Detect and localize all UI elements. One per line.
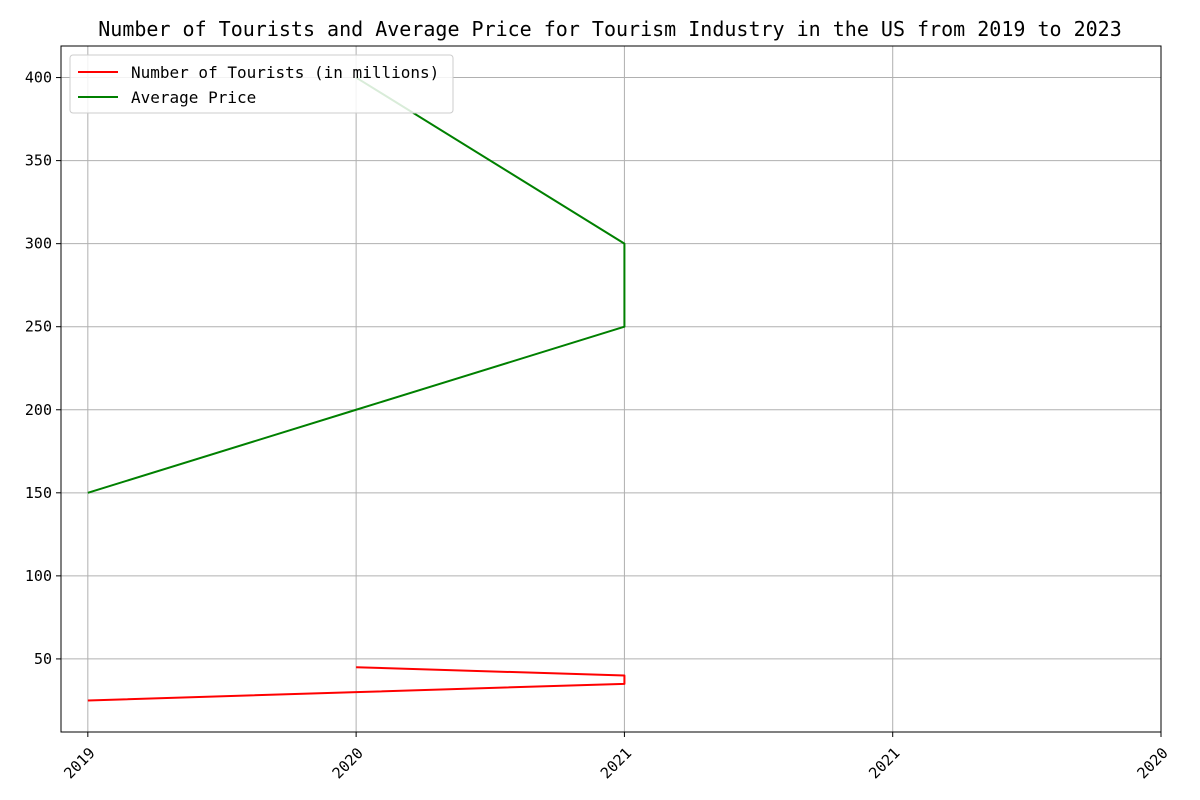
x-tick-label: 2020 [329, 744, 367, 782]
x-tick-label: 2021 [597, 744, 635, 782]
legend-box [69, 54, 454, 114]
legend: Number of Tourists (in millions) Average… [69, 54, 454, 114]
y-tick-label: 200 [25, 401, 52, 419]
grid [61, 46, 1162, 732]
y-tick-label: 150 [25, 484, 52, 502]
y-tick-label: 350 [25, 152, 52, 170]
chart-title: Number of Tourists and Average Price for… [98, 17, 1122, 41]
legend-label-average-price: Average Price [131, 88, 256, 107]
series-lines [87, 76, 626, 702]
x-tick-label: 2019 [60, 744, 98, 782]
y-tick-label: 400 [25, 69, 52, 87]
y-tick-label: 100 [25, 567, 52, 585]
y-tick-label: 50 [34, 650, 52, 668]
y-tick-label: 250 [25, 318, 52, 336]
x-tick-label: 2020 [1133, 744, 1171, 782]
x-tick-label: 2021 [865, 744, 903, 782]
legend-label-tourists: Number of Tourists (in millions) [131, 63, 439, 82]
plot-area-frame [60, 45, 1162, 733]
y-tick-label: 300 [25, 235, 52, 253]
